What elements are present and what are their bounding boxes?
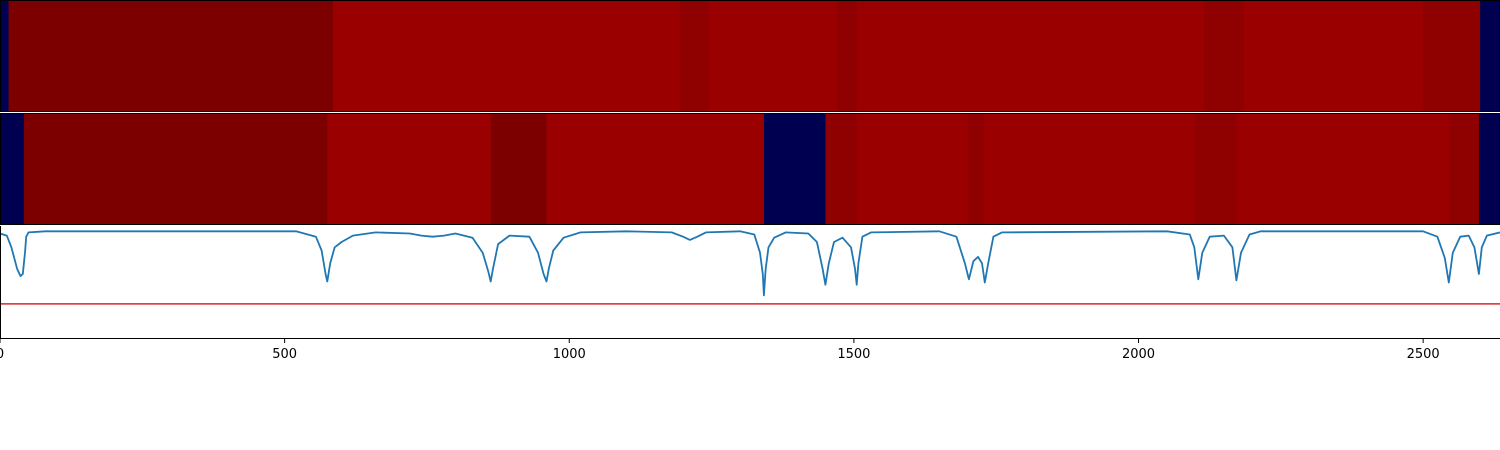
heatmap-cell [856,113,969,225]
heatmap-cell [825,113,858,225]
heatmap-cell [1195,113,1237,225]
x-tick-label: 2000 [1122,347,1155,362]
series-line [0,230,1500,297]
heatmap-cell [0,113,25,225]
heatmap-cell [1448,113,1480,225]
heatmap-cell [856,0,1205,112]
heatmap-cell [983,113,1196,225]
heatmap-cell [327,113,492,225]
x-tick-label: 2500 [1407,347,1440,362]
heatmap-strips [0,0,1500,225]
heatmap-cell [708,0,838,112]
heatmap-cell [333,0,681,112]
heatmap-cell [1243,0,1424,112]
x-axis: 0 500 1000 1500 2000 2500 [0,338,1440,362]
x-tick-label: 1000 [553,347,586,362]
x-tick-label: 0 [0,347,4,362]
heatmap-cell [0,0,10,112]
heatmap-cell [546,113,765,225]
heatmap-cell [490,113,547,225]
heatmap-cell [763,113,826,225]
heatmap-cell [1203,0,1245,112]
heatmap-cell [8,0,334,112]
heatmap-cell [1478,113,1500,225]
heatmap-cell [680,0,710,112]
heatmap-cell [1236,113,1450,225]
x-tick-label: 1500 [837,347,870,362]
heatmap-cell [967,113,985,225]
heatmap-cell [836,0,858,112]
line-panel [0,226,1500,339]
heatmap-cell [23,113,328,225]
heatmap-cell [1480,0,1500,112]
x-tick-label: 500 [272,347,297,362]
heatmap-cell [1423,0,1481,112]
